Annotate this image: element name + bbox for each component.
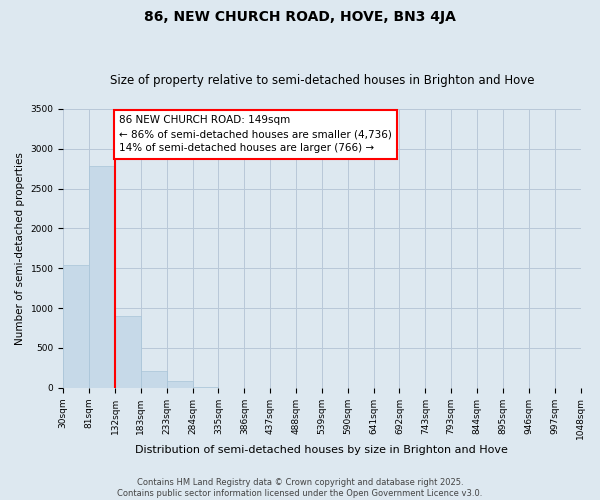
Text: Contains HM Land Registry data © Crown copyright and database right 2025.
Contai: Contains HM Land Registry data © Crown c… [118,478,482,498]
Text: 86, NEW CHURCH ROAD, HOVE, BN3 4JA: 86, NEW CHURCH ROAD, HOVE, BN3 4JA [144,10,456,24]
Bar [63,265,89,388]
Bar [141,371,167,388]
Y-axis label: Number of semi-detached properties: Number of semi-detached properties [15,152,25,345]
Bar [89,166,115,388]
Bar [115,316,141,388]
Text: 86 NEW CHURCH ROAD: 149sqm
← 86% of semi-detached houses are smaller (4,736)
14%: 86 NEW CHURCH ROAD: 149sqm ← 86% of semi… [119,116,392,154]
Bar [193,387,218,388]
Bar [167,380,193,388]
Title: Size of property relative to semi-detached houses in Brighton and Hove: Size of property relative to semi-detach… [110,74,534,87]
X-axis label: Distribution of semi-detached houses by size in Brighton and Hove: Distribution of semi-detached houses by … [136,445,508,455]
